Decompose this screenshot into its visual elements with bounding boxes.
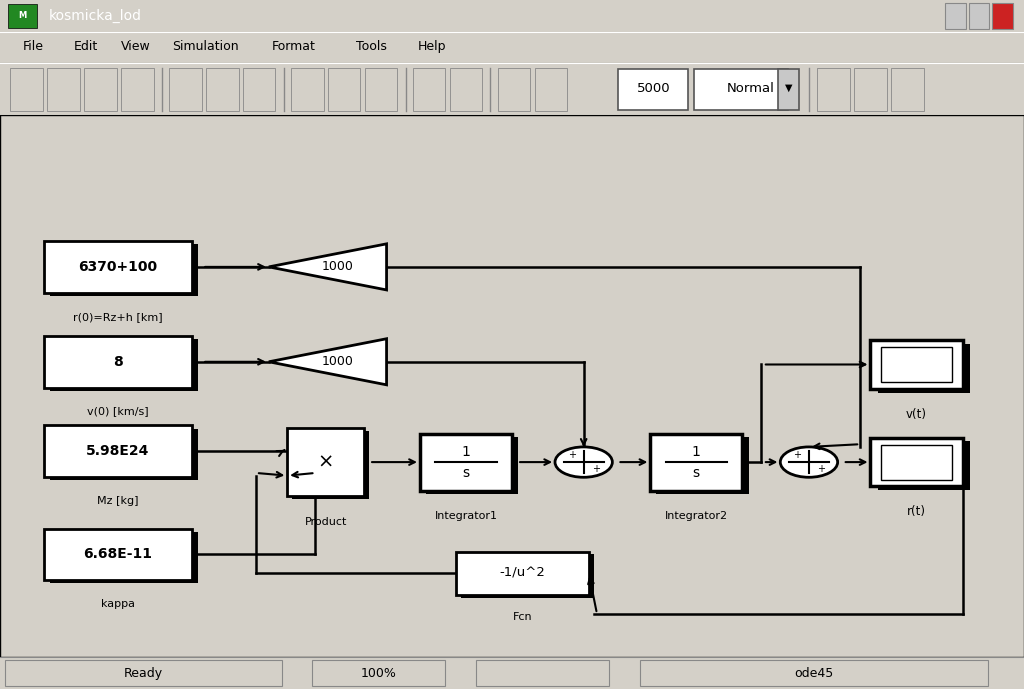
- Text: +: +: [592, 464, 600, 475]
- FancyBboxPatch shape: [498, 68, 530, 111]
- Text: r(0)=Rz+h [km]: r(0)=Rz+h [km]: [73, 311, 163, 322]
- Text: ▼: ▼: [784, 83, 793, 93]
- Text: ode45: ode45: [795, 667, 834, 679]
- FancyBboxPatch shape: [121, 68, 154, 111]
- FancyBboxPatch shape: [420, 433, 512, 491]
- Text: ✕: ✕: [998, 11, 1009, 21]
- FancyBboxPatch shape: [44, 528, 193, 580]
- FancyBboxPatch shape: [206, 68, 239, 111]
- Text: Normal: Normal: [727, 82, 775, 94]
- Text: File: File: [23, 41, 44, 54]
- Text: +: +: [793, 450, 801, 460]
- Text: Integrator1: Integrator1: [434, 511, 498, 521]
- FancyBboxPatch shape: [854, 68, 887, 111]
- FancyBboxPatch shape: [44, 336, 193, 387]
- FancyBboxPatch shape: [413, 68, 445, 111]
- FancyBboxPatch shape: [870, 340, 963, 389]
- Text: Mz [kg]: Mz [kg]: [97, 496, 138, 506]
- FancyBboxPatch shape: [50, 532, 199, 584]
- FancyBboxPatch shape: [5, 660, 282, 686]
- FancyBboxPatch shape: [640, 660, 988, 686]
- Text: +: +: [567, 450, 575, 460]
- Text: 5000: 5000: [637, 82, 670, 94]
- FancyBboxPatch shape: [287, 428, 365, 496]
- Text: Help: Help: [418, 41, 446, 54]
- Text: s: s: [463, 466, 469, 480]
- Text: 5.98E24: 5.98E24: [86, 444, 150, 458]
- FancyBboxPatch shape: [891, 68, 924, 111]
- FancyBboxPatch shape: [817, 68, 850, 111]
- FancyBboxPatch shape: [291, 68, 324, 111]
- FancyBboxPatch shape: [650, 433, 742, 491]
- Text: 1000: 1000: [322, 356, 354, 369]
- FancyBboxPatch shape: [476, 660, 609, 686]
- FancyBboxPatch shape: [461, 554, 594, 597]
- FancyBboxPatch shape: [535, 68, 567, 111]
- Text: Integrator2: Integrator2: [665, 511, 728, 521]
- FancyBboxPatch shape: [881, 444, 952, 480]
- FancyBboxPatch shape: [243, 68, 275, 111]
- FancyBboxPatch shape: [8, 4, 37, 28]
- Text: ×: ×: [317, 453, 334, 471]
- FancyBboxPatch shape: [312, 660, 445, 686]
- Text: Edit: Edit: [74, 41, 98, 54]
- Text: r(t): r(t): [907, 506, 926, 519]
- Text: View: View: [121, 41, 151, 54]
- Text: —: —: [951, 11, 962, 21]
- FancyBboxPatch shape: [992, 3, 1013, 28]
- FancyBboxPatch shape: [878, 344, 970, 393]
- FancyBboxPatch shape: [44, 426, 193, 477]
- Text: kappa: kappa: [100, 599, 135, 609]
- Text: Ready: Ready: [124, 667, 163, 679]
- Text: Tools: Tools: [356, 41, 387, 54]
- Circle shape: [780, 447, 838, 477]
- FancyBboxPatch shape: [328, 68, 360, 111]
- FancyBboxPatch shape: [47, 68, 80, 111]
- Text: +: +: [817, 464, 825, 475]
- FancyBboxPatch shape: [50, 429, 199, 480]
- FancyBboxPatch shape: [169, 68, 202, 111]
- Text: v(0) [km/s]: v(0) [km/s]: [87, 407, 148, 417]
- FancyBboxPatch shape: [10, 68, 43, 111]
- Text: v(t): v(t): [906, 408, 927, 421]
- Text: M: M: [18, 11, 27, 21]
- FancyBboxPatch shape: [44, 241, 193, 293]
- FancyBboxPatch shape: [618, 69, 688, 110]
- Text: Simulation: Simulation: [172, 41, 239, 54]
- FancyBboxPatch shape: [50, 245, 199, 296]
- Text: s: s: [693, 466, 699, 480]
- FancyBboxPatch shape: [450, 68, 482, 111]
- Text: kosmicka_lod: kosmicka_lod: [49, 9, 142, 23]
- Text: 1000: 1000: [322, 260, 354, 274]
- Text: 1: 1: [462, 445, 470, 460]
- Polygon shape: [268, 339, 387, 385]
- FancyBboxPatch shape: [881, 347, 952, 382]
- FancyBboxPatch shape: [694, 69, 788, 110]
- FancyBboxPatch shape: [656, 437, 749, 494]
- FancyBboxPatch shape: [878, 442, 970, 491]
- Text: 1: 1: [692, 445, 700, 460]
- Text: 6370+100: 6370+100: [78, 260, 158, 274]
- FancyBboxPatch shape: [969, 3, 989, 28]
- FancyBboxPatch shape: [365, 68, 397, 111]
- Circle shape: [555, 447, 612, 477]
- FancyBboxPatch shape: [945, 3, 966, 28]
- Text: 6.68E-11: 6.68E-11: [83, 547, 153, 562]
- FancyBboxPatch shape: [84, 68, 117, 111]
- FancyBboxPatch shape: [870, 438, 963, 486]
- FancyBboxPatch shape: [50, 339, 199, 391]
- Text: 100%: 100%: [360, 667, 397, 679]
- FancyBboxPatch shape: [456, 552, 589, 595]
- FancyBboxPatch shape: [426, 437, 518, 494]
- Text: Product: Product: [304, 517, 347, 526]
- Text: ❐: ❐: [975, 11, 985, 21]
- Text: Format: Format: [271, 41, 315, 54]
- Text: 8: 8: [113, 355, 123, 369]
- FancyBboxPatch shape: [778, 69, 799, 110]
- FancyBboxPatch shape: [293, 431, 370, 499]
- Text: Fcn: Fcn: [512, 613, 532, 622]
- Text: -1/u^2: -1/u^2: [500, 567, 545, 579]
- Polygon shape: [268, 244, 387, 290]
